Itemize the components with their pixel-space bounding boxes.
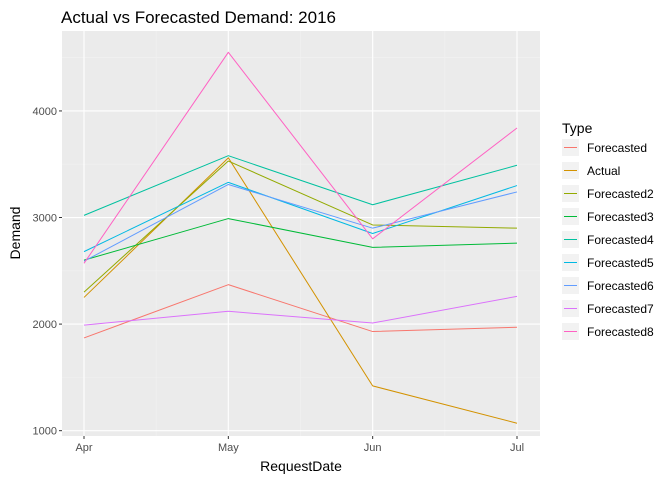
legend-label: Actual bbox=[587, 164, 620, 178]
y-tick-label: 4000 bbox=[33, 106, 57, 118]
legend-label: Forecasted4 bbox=[587, 233, 654, 247]
x-tick-label: Jul bbox=[510, 442, 524, 454]
legend-item: Forecasted8 bbox=[562, 323, 654, 340]
series-line-forecasted7 bbox=[83, 295, 518, 326]
series-line-forecasted5 bbox=[83, 181, 518, 253]
legend-label: Forecasted6 bbox=[587, 279, 654, 293]
series-line-forecasted3 bbox=[83, 218, 518, 261]
legend-label: Forecasted7 bbox=[587, 302, 654, 316]
legend: Type Forecasted Actual Forecasted2 Forecast… bbox=[562, 120, 654, 340]
legend-label: Forecasted bbox=[587, 141, 647, 155]
x-tick-label: Apr bbox=[75, 442, 92, 454]
x-axis-title: RequestDate bbox=[260, 458, 342, 474]
legend-item: Forecasted7 bbox=[562, 300, 654, 317]
legend-title: Type bbox=[562, 120, 593, 136]
series-lines bbox=[83, 51, 518, 424]
legend-label: Forecasted2 bbox=[587, 187, 654, 201]
series-line-forecasted4 bbox=[83, 155, 518, 216]
legend-item: Forecasted4 bbox=[562, 231, 654, 248]
series-line-forecasted6 bbox=[83, 183, 518, 262]
legend-item: Forecasted bbox=[562, 139, 647, 156]
legend-label: Forecasted8 bbox=[587, 325, 654, 339]
series-line-forecasted8 bbox=[83, 51, 518, 264]
legend-label: Forecasted5 bbox=[587, 256, 654, 270]
legend-item: Actual bbox=[562, 162, 620, 179]
y-axis-title: Demand bbox=[7, 207, 23, 260]
legend-item: Forecasted6 bbox=[562, 277, 654, 294]
y-axis-ticks: 1000 2000 3000 4000 bbox=[33, 106, 62, 438]
y-tick-label: 3000 bbox=[33, 213, 57, 225]
legend-item: Forecasted3 bbox=[562, 208, 654, 225]
minor-gridlines bbox=[62, 31, 540, 436]
x-axis-ticks: Apr May Jun Jul bbox=[75, 436, 524, 454]
y-tick-label: 1000 bbox=[33, 426, 57, 438]
legend-label: Forecasted3 bbox=[587, 210, 654, 224]
y-tick-label: 2000 bbox=[33, 319, 57, 331]
legend-item: Forecasted5 bbox=[562, 254, 654, 271]
series-line-forecasted bbox=[83, 284, 518, 339]
series-line-forecasted2 bbox=[83, 160, 518, 293]
x-tick-label: May bbox=[218, 442, 239, 454]
x-tick-label: Jun bbox=[364, 442, 382, 454]
series-line-actual bbox=[83, 157, 518, 424]
chart-title: Actual vs Forecasted Demand: 2016 bbox=[61, 8, 336, 27]
legend-item: Forecasted2 bbox=[562, 185, 654, 202]
